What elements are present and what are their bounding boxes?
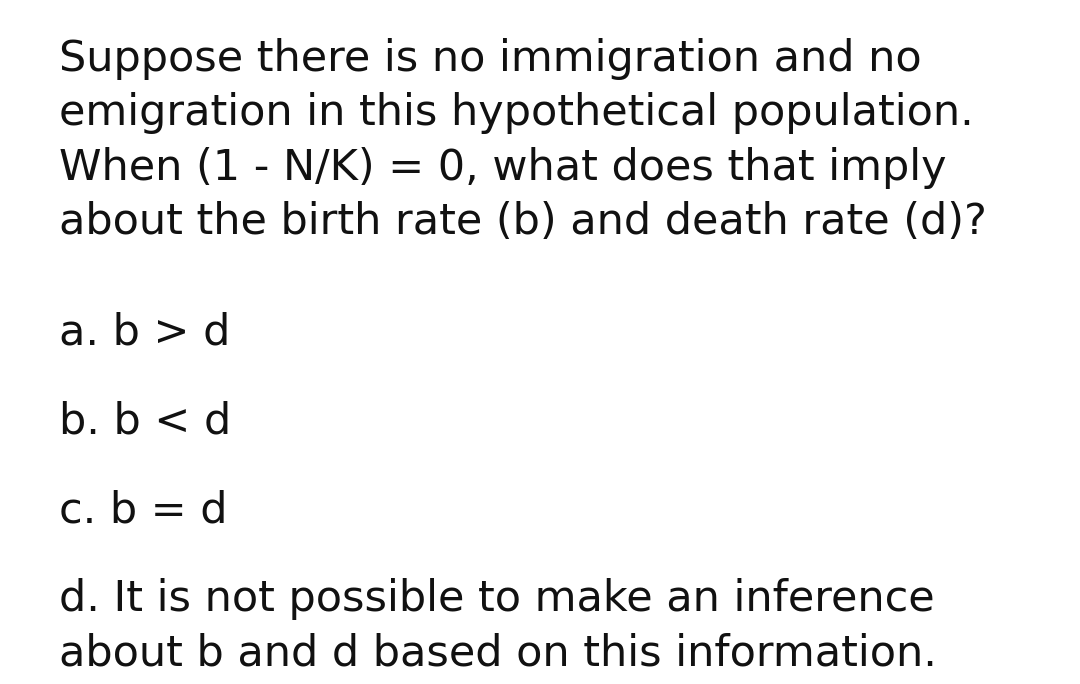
Text: b. b < d: b. b < d xyxy=(59,400,231,442)
Text: d. It is not possible to make an inference
about b and d based on this informati: d. It is not possible to make an inferen… xyxy=(59,578,937,674)
Text: c. b = d: c. b = d xyxy=(59,489,228,531)
Text: Suppose there is no immigration and no
emigration in this hypothetical populatio: Suppose there is no immigration and no e… xyxy=(59,38,987,244)
Text: a. b > d: a. b > d xyxy=(59,311,231,353)
